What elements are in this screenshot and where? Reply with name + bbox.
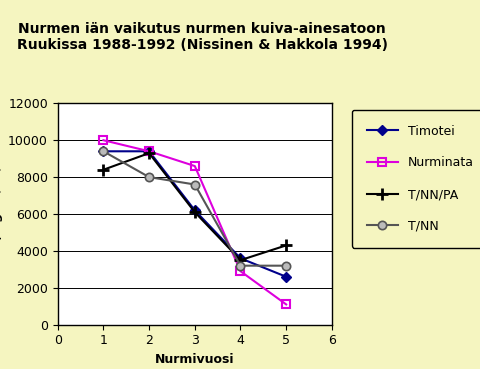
T/NN xyxy=(146,175,152,179)
Timotei xyxy=(146,149,152,154)
Nurminata xyxy=(192,164,197,168)
Line: Timotei: Timotei xyxy=(100,148,289,280)
T/NN xyxy=(100,149,106,154)
T/NN xyxy=(237,263,243,268)
Line: T/NN: T/NN xyxy=(99,147,290,270)
Text: Nurmen iän vaikutus nurmen kuiva-ainesatoon
Ruukissa 1988-1992 (Nissinen & Hakko: Nurmen iän vaikutus nurmen kuiva-ainesat… xyxy=(16,22,387,52)
Nurminata xyxy=(283,302,288,307)
T/NN/PA xyxy=(100,168,106,172)
Timotei xyxy=(283,275,288,279)
T/NN/PA xyxy=(283,243,288,248)
T/NN xyxy=(192,182,197,187)
X-axis label: Nurmivuosi: Nurmivuosi xyxy=(155,353,234,366)
Y-axis label: Sato, kg ka/ha/v: Sato, kg ka/ha/v xyxy=(0,157,2,271)
Legend: Timotei, Nurminata, T/NN/PA, T/NN: Timotei, Nurminata, T/NN/PA, T/NN xyxy=(351,110,480,248)
T/NN/PA xyxy=(237,258,243,262)
T/NN/PA xyxy=(146,151,152,155)
Nurminata xyxy=(237,269,243,273)
Nurminata xyxy=(100,138,106,142)
Timotei xyxy=(237,256,243,261)
Line: T/NN/PA: T/NN/PA xyxy=(97,147,292,266)
Timotei xyxy=(100,149,106,154)
Timotei xyxy=(192,208,197,213)
Nurminata xyxy=(146,149,152,154)
Line: Nurminata: Nurminata xyxy=(99,136,290,308)
T/NN xyxy=(283,263,288,268)
T/NN/PA xyxy=(192,210,197,214)
